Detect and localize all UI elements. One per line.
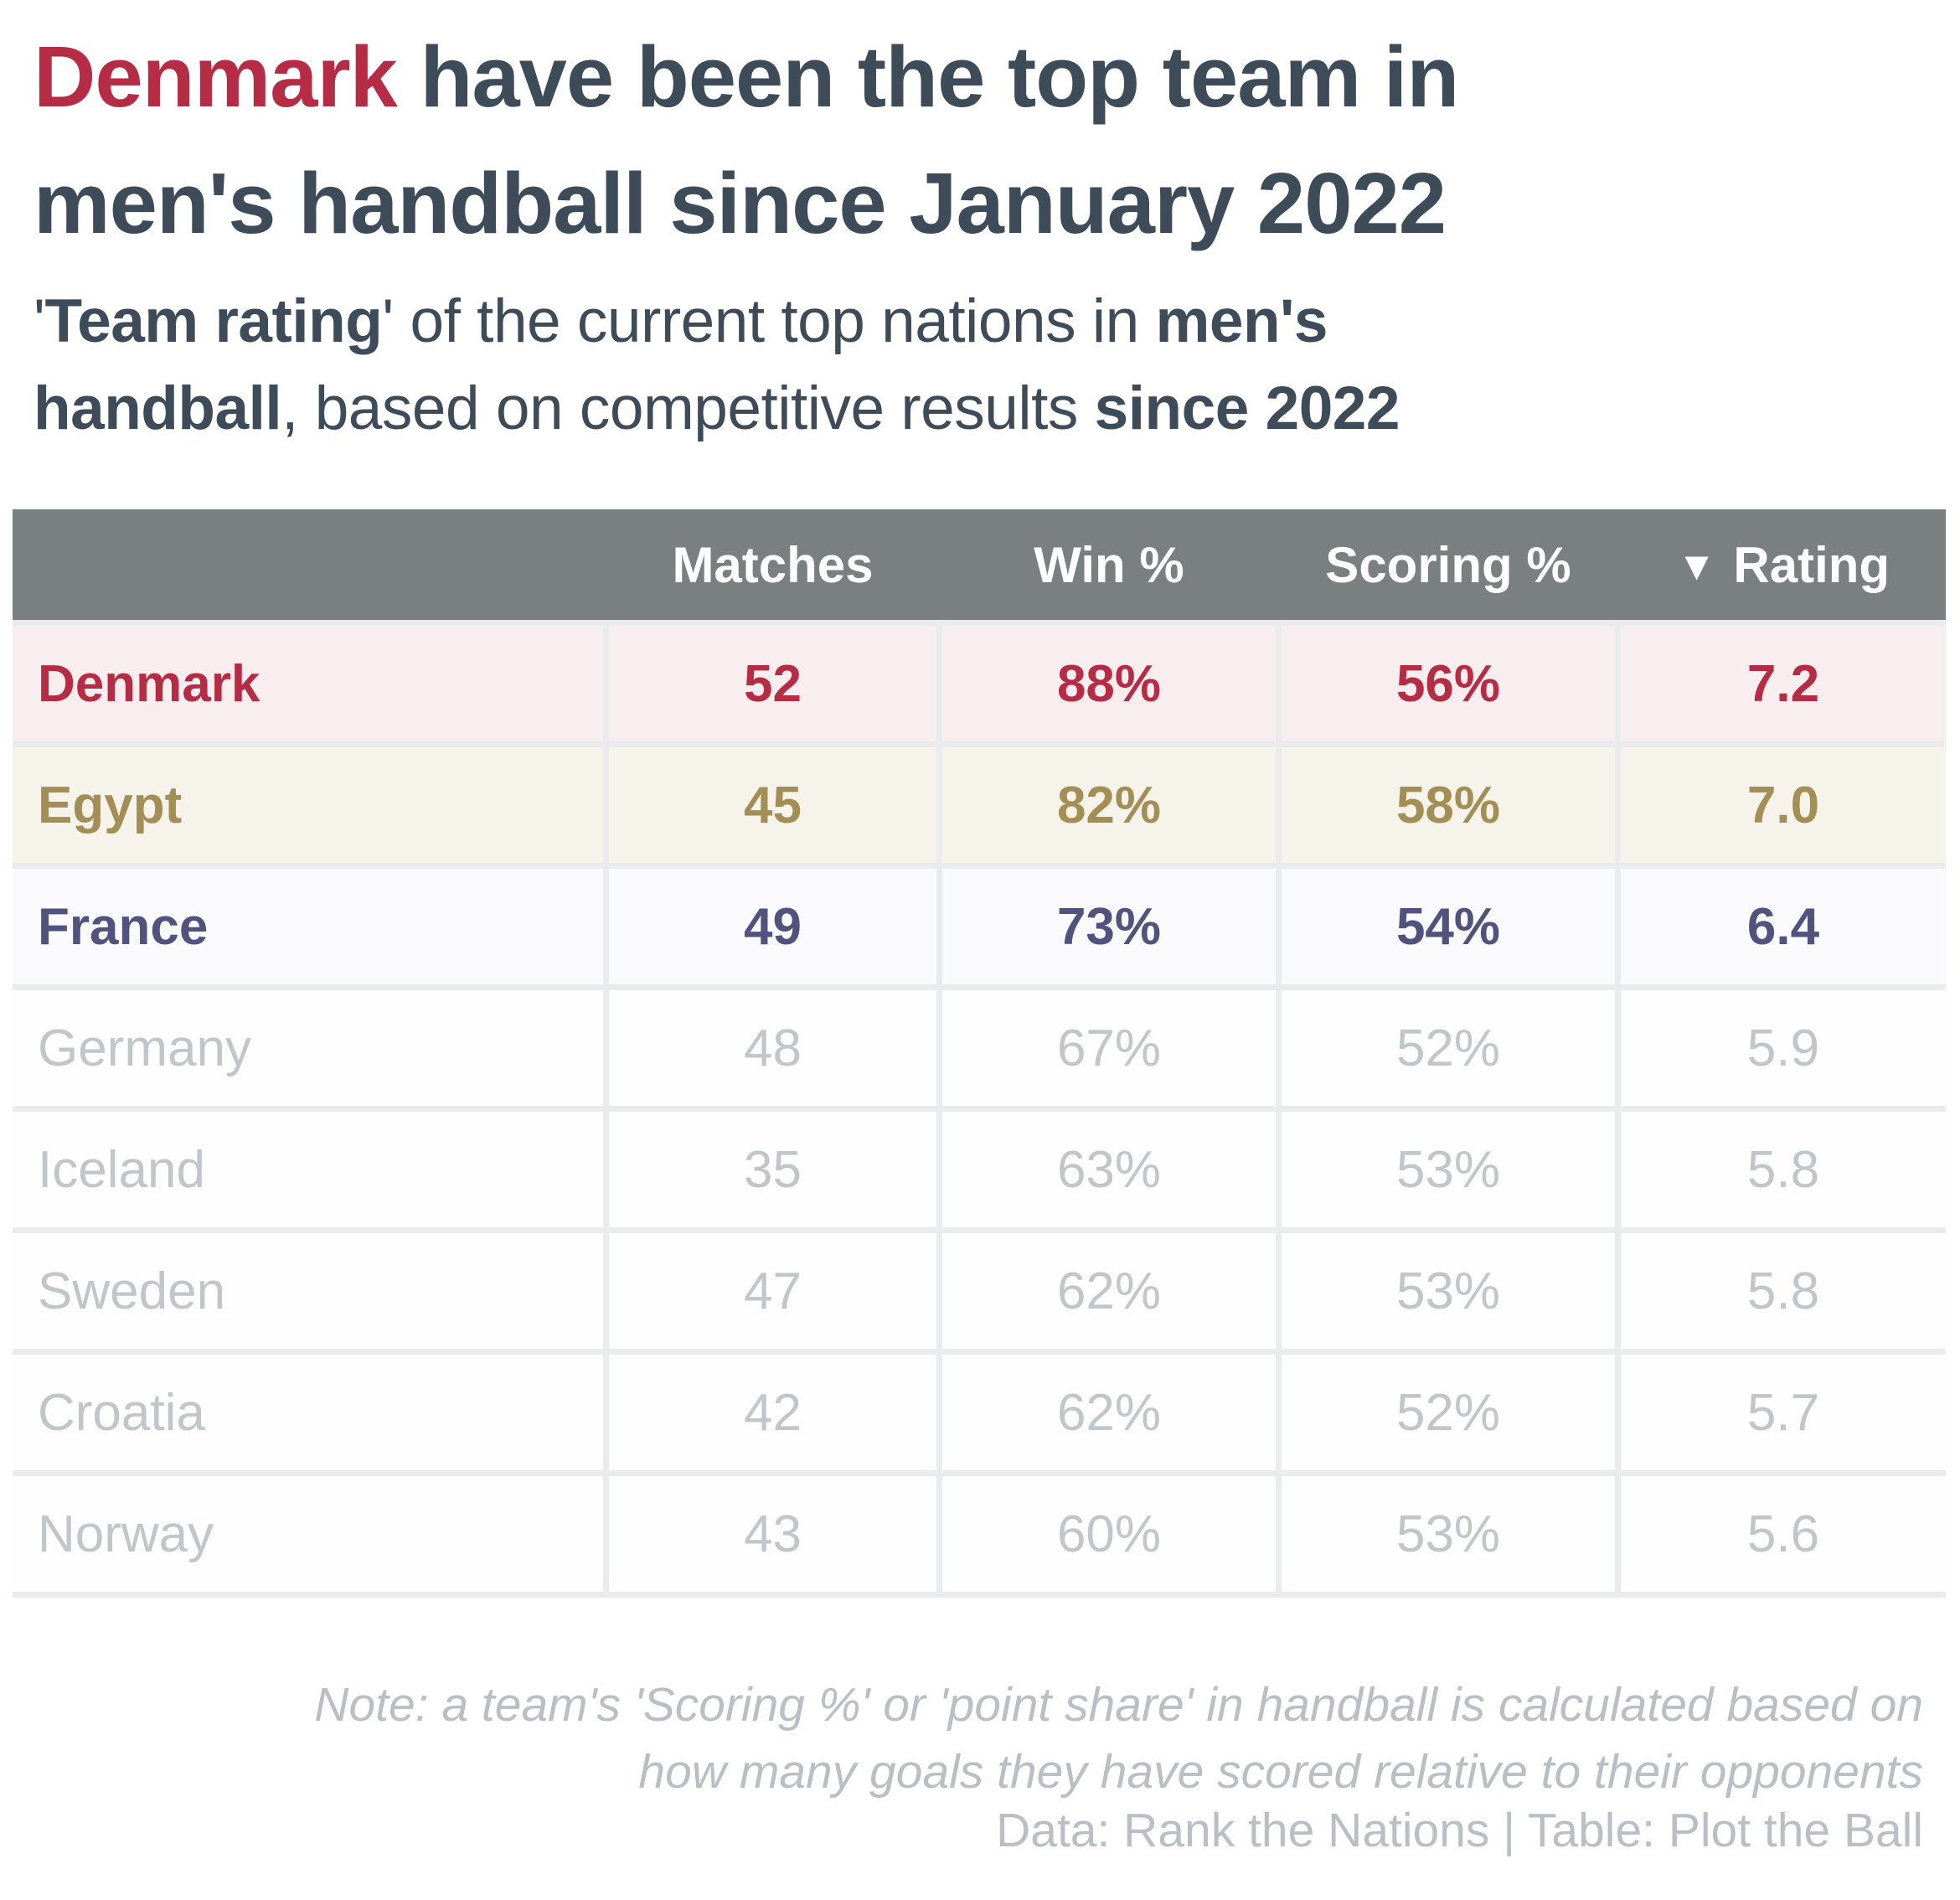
team-name: Iceland	[38, 1140, 205, 1199]
header-matches: Matches	[672, 536, 874, 593]
header-win-pct: Win %	[1034, 536, 1184, 593]
page-subtitle: 'Team rating' of the current top nations…	[34, 278, 1926, 453]
footnote-line1: Note: a team's 'Scoring %' or 'point sha…	[314, 1678, 1923, 1732]
subtitle-bold-mens: men's	[1155, 287, 1328, 355]
matches-value: 47	[603, 1233, 936, 1349]
table-row-sweden: Sweden 47 62% 53% 5.8	[13, 1233, 1946, 1349]
rating-value: 5.6	[1615, 1476, 1946, 1592]
win-pct-value: 62%	[936, 1355, 1276, 1470]
matches-value: 49	[603, 869, 936, 984]
team-name: Egypt	[38, 776, 183, 834]
scoring-pct-value: 52%	[1276, 1355, 1615, 1470]
subtitle-bold-handball: handball	[34, 374, 282, 443]
team-name: Croatia	[38, 1383, 205, 1442]
subtitle-bold-team-rating: Team rating	[44, 287, 383, 355]
subtitle-text: ' of the current top nations in	[382, 287, 1156, 355]
rating-value: 7.2	[1615, 626, 1946, 741]
page-title: Denmark have been the top team in men's …	[34, 13, 1926, 267]
scoring-pct-value: 53%	[1276, 1112, 1615, 1227]
scoring-pct-value: 58%	[1276, 747, 1615, 863]
win-pct-value: 62%	[936, 1233, 1276, 1349]
scoring-pct-value: 52%	[1276, 990, 1615, 1106]
table-row-egypt: Egypt 45 82% 58% 7.0	[13, 747, 1946, 863]
table-row-norway: Norway 43 60% 53% 5.6	[13, 1476, 1946, 1592]
page-title-accent: Denmark	[34, 28, 398, 125]
sort-descending-icon: ▼	[1676, 544, 1717, 589]
table-row-croatia: Croatia 42 62% 52% 5.7	[13, 1355, 1946, 1470]
footnote-line2: how many goals they have scored relative…	[638, 1744, 1923, 1799]
table-row-denmark: Denmark 52 88% 56% 7.2	[13, 626, 1946, 741]
matches-value: 52	[603, 626, 936, 741]
header-rating: ▼ Rating	[1615, 509, 1946, 620]
rating-value: 7.0	[1615, 747, 1946, 863]
matches-value: 43	[603, 1476, 936, 1592]
table-row-france: France 49 73% 54% 6.4	[13, 869, 1946, 984]
win-pct-value: 67%	[936, 990, 1276, 1106]
table-row-iceland: Iceland 35 63% 53% 5.8	[13, 1112, 1946, 1227]
scoring-pct-value: 54%	[1276, 869, 1615, 984]
matches-value: 48	[603, 990, 936, 1106]
page-title-line1: have been the top team in	[396, 28, 1459, 125]
subtitle-text: , based on competitive results	[281, 374, 1095, 443]
subtitle-text: '	[34, 287, 45, 355]
table-header-row: Matches Win % Scoring % ▼ Rating	[13, 509, 1946, 620]
team-name: Germany	[38, 1019, 251, 1077]
rating-value: 5.8	[1615, 1112, 1946, 1227]
win-pct-value: 82%	[936, 747, 1276, 863]
header-scoring-pct: Scoring %	[1325, 536, 1571, 593]
team-name: Sweden	[38, 1262, 226, 1320]
footnote: Note: a team's 'Scoring %' or 'point sha…	[34, 1672, 1923, 1806]
header-rating-label: Rating	[1733, 536, 1890, 593]
matches-value: 35	[603, 1112, 936, 1227]
rating-value: 6.4	[1615, 869, 1946, 984]
rating-value: 5.8	[1615, 1233, 1946, 1349]
win-pct-value: 88%	[936, 626, 1276, 741]
team-name: Denmark	[38, 654, 260, 713]
team-rating-table: Matches Win % Scoring % ▼ Rating Denmark…	[13, 509, 1946, 1598]
source-credit: Data: Rank the Nations | Table: Plot the…	[996, 1804, 1923, 1857]
win-pct-value: 60%	[936, 1476, 1276, 1592]
page-title-line2: men's handball since January 2022	[34, 155, 1447, 252]
header-team	[13, 509, 603, 620]
team-name: France	[38, 897, 209, 956]
win-pct-value: 63%	[936, 1112, 1276, 1227]
win-pct-value: 73%	[936, 869, 1276, 984]
subtitle-bold-since-2022: since 2022	[1094, 374, 1400, 443]
rating-value: 5.9	[1615, 990, 1946, 1106]
scoring-pct-value: 53%	[1276, 1233, 1615, 1349]
table-row-germany: Germany 48 67% 52% 5.9	[13, 990, 1946, 1106]
rating-value: 5.7	[1615, 1355, 1946, 1470]
team-name: Norway	[38, 1505, 214, 1563]
matches-value: 42	[603, 1355, 936, 1470]
scoring-pct-value: 56%	[1276, 626, 1615, 741]
matches-value: 45	[603, 747, 936, 863]
scoring-pct-value: 53%	[1276, 1476, 1615, 1592]
